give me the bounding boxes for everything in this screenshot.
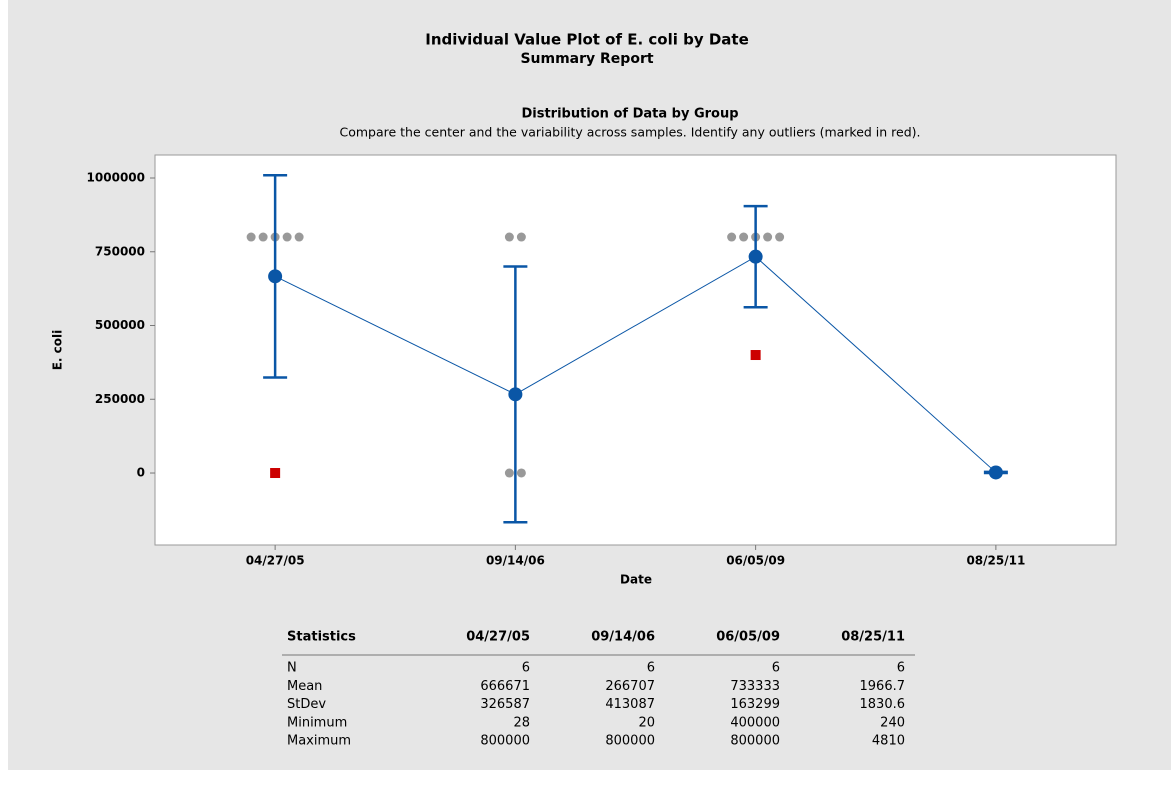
table-cell: 6: [897, 661, 905, 676]
table-cell: 413087: [605, 697, 655, 712]
data-point: [516, 468, 526, 478]
panel-note: Compare the center and the variability a…: [339, 125, 920, 140]
table-row-label: Maximum: [287, 734, 351, 749]
table-cell: 733333: [730, 679, 780, 694]
data-point: [775, 232, 785, 242]
y-tick-label: 500000: [95, 318, 145, 332]
plot-area: [154, 154, 1117, 546]
table-header: Statistics: [287, 630, 356, 645]
mean-point: [508, 387, 523, 402]
panel-title: Distribution of Data by Group: [521, 107, 738, 122]
y-tick-label: 1000000: [87, 171, 145, 185]
mean-point: [268, 269, 283, 284]
mean-point: [748, 249, 763, 264]
data-point: [294, 232, 304, 242]
table-cell: 6: [772, 661, 780, 676]
data-point: [258, 232, 268, 242]
mean-point: [988, 465, 1003, 480]
table-cell: 1966.7: [860, 679, 906, 694]
y-tick-label: 750000: [95, 244, 145, 258]
chart-subtitle: Summary Report: [520, 51, 653, 67]
table-cell: 6: [647, 661, 655, 676]
table-cell: 800000: [605, 734, 655, 749]
data-point: [282, 232, 292, 242]
data-point: [504, 232, 514, 242]
table-cell: 20: [638, 715, 655, 730]
table-cell: 800000: [730, 734, 780, 749]
table-row-label: N: [287, 661, 297, 676]
x-tick-label: 06/05/09: [726, 554, 785, 568]
table-cell: 28: [513, 715, 530, 730]
table-cell: 266707: [605, 679, 655, 694]
data-point: [246, 232, 256, 242]
table-row-label: Minimum: [287, 715, 347, 730]
table-header: 06/05/09: [716, 630, 780, 645]
data-point: [504, 468, 514, 478]
table-cell: 666671: [480, 679, 530, 694]
x-tick-label: 09/14/06: [486, 554, 545, 568]
table-cell: 4810: [872, 734, 905, 749]
table-cell: 6: [522, 661, 530, 676]
table-cell: 163299: [730, 697, 780, 712]
table-cell: 400000: [730, 715, 780, 730]
outlier-point: [270, 468, 281, 479]
x-tick-label: 04/27/05: [246, 554, 305, 568]
table-cell: 240: [880, 715, 905, 730]
table-cell: 326587: [480, 697, 530, 712]
y-tick-label: 0: [137, 466, 145, 480]
y-axis-label: E. coli: [51, 330, 65, 371]
table-row-label: Mean: [287, 679, 322, 694]
chart-title: Individual Value Plot of E. coli by Date: [425, 31, 749, 49]
data-point: [763, 232, 773, 242]
y-tick-label: 250000: [95, 392, 145, 406]
data-point: [516, 232, 526, 242]
x-axis-label: Date: [620, 573, 652, 587]
data-point: [739, 232, 749, 242]
x-tick-label: 08/25/11: [966, 554, 1025, 568]
data-point: [727, 232, 737, 242]
outlier-point: [750, 350, 761, 361]
table-cell: 800000: [480, 734, 530, 749]
table-cell: 1830.6: [860, 697, 906, 712]
table-row-label: StDev: [287, 697, 326, 712]
table-header: 09/14/06: [591, 630, 655, 645]
mean-line: [274, 256, 997, 473]
table-header: 08/25/11: [841, 630, 905, 645]
table-header: 04/27/05: [466, 630, 530, 645]
